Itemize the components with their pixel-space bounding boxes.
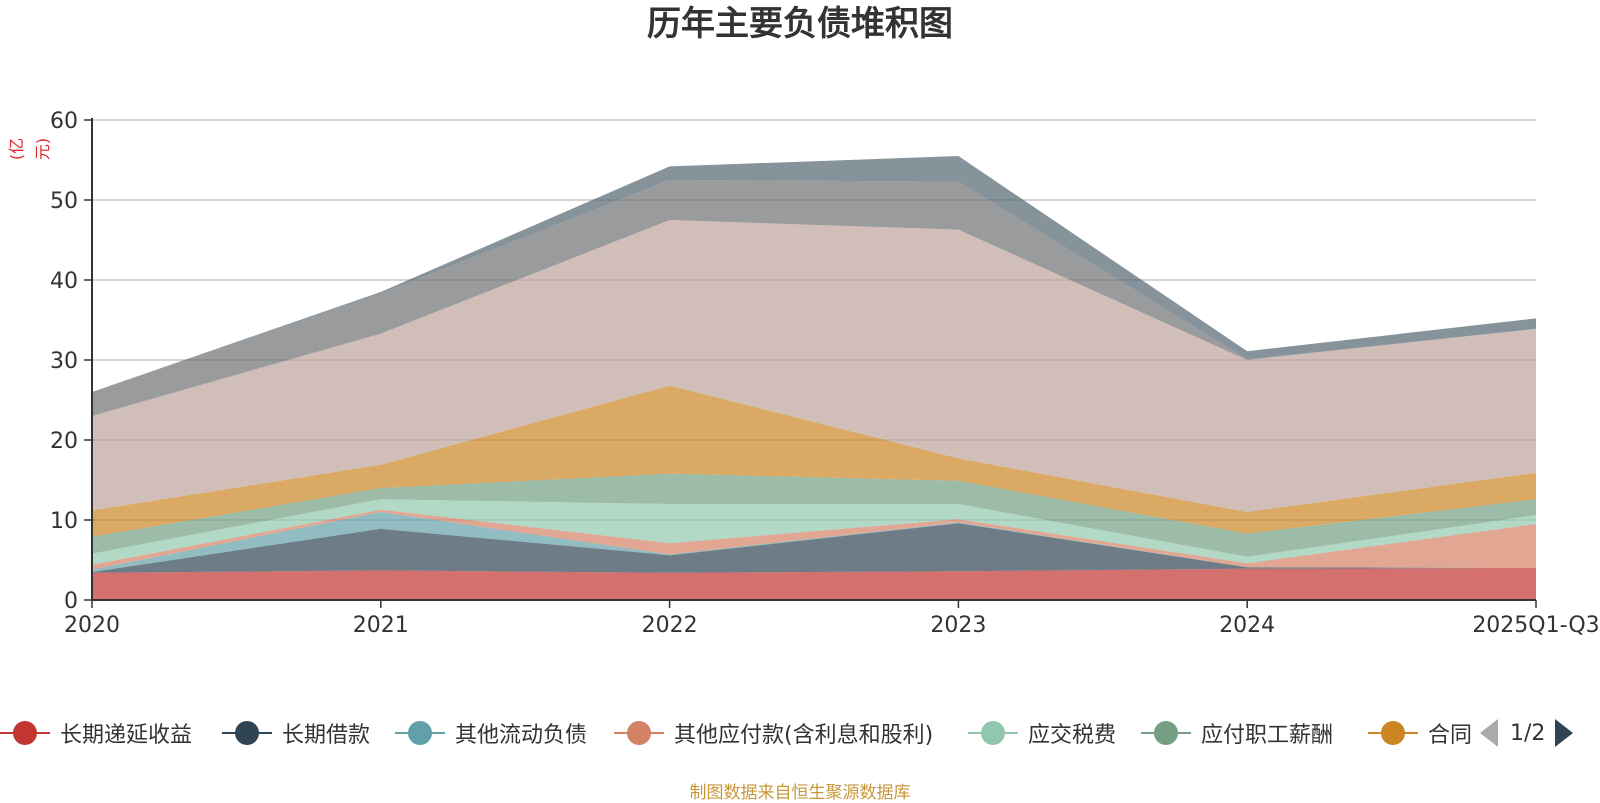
- legend-item-payroll-payable[interactable]: 应付职工薪酬: [1141, 716, 1333, 750]
- legend-item-long-term-loans[interactable]: 长期借款: [222, 716, 370, 750]
- legend-item-other-payables[interactable]: 其他应付款(含利息和股利): [614, 716, 933, 750]
- legend-marker-icon: [222, 716, 272, 750]
- legend-item-other-current-liabilities[interactable]: 其他流动负债: [395, 716, 587, 750]
- axes: 0 10 20 30 40 50 60 2020 2021 2022 2023 2024 2025Q1-…: [50, 109, 1600, 638]
- area-series-0[interactable]: [92, 568, 1536, 600]
- legend-marker-icon: [614, 716, 664, 750]
- area-series-6[interactable]: [92, 385, 1536, 537]
- legend-item-contract-liabilities-clipped[interactable]: 合同负债: [1368, 716, 1472, 750]
- x-tick-label: 2022: [642, 613, 698, 638]
- area-series-2[interactable]: [92, 512, 1536, 572]
- y-tick-label: 30: [50, 349, 78, 374]
- area-series-5[interactable]: [92, 473, 1536, 557]
- legend-label: 其他流动负债: [455, 723, 588, 748]
- legend-next-page-icon[interactable]: [1555, 719, 1574, 747]
- legend-label: 长期递延收益: [60, 723, 193, 748]
- x-tick-label: 2021: [353, 613, 409, 638]
- legend-label: 应付职工薪酬: [1201, 723, 1334, 748]
- legend-label: 合同负债: [1428, 723, 1472, 748]
- legend-marker-icon: [0, 716, 50, 750]
- y-tick-label: 60: [50, 109, 78, 134]
- stacked-area-chart: 0 10 20 30 40 50 60 2020 2021 2022 2023 2024 2025Q1-…: [50, 109, 1600, 638]
- legend-item-long-term-deferred-income[interactable]: 长期递延收益: [0, 716, 192, 750]
- x-tick-label: 2020: [64, 613, 120, 638]
- legend-marker-icon: [395, 716, 445, 750]
- area-series-3[interactable]: [92, 509, 1536, 570]
- area-series-7[interactable]: [92, 220, 1536, 512]
- legend-marker-icon: [1368, 716, 1418, 750]
- area-series-1[interactable]: [92, 523, 1536, 573]
- chart-title: 历年主要负债堆积图: [647, 4, 953, 44]
- legend-label: 应交税费: [1028, 723, 1117, 748]
- x-tick-label: 2024: [1219, 613, 1275, 638]
- legend-marker-icon: [1141, 716, 1191, 750]
- y-tick-label: 10: [50, 509, 78, 534]
- y-tick-label: 40: [50, 269, 78, 294]
- legend-item-taxes-payable[interactable]: 应交税费: [968, 716, 1116, 750]
- legend-prev-page-icon[interactable]: [1480, 719, 1498, 747]
- legend-pager: 1/2: [1480, 716, 1574, 750]
- x-tick-label: 2025Q1-Q3: [1472, 613, 1599, 638]
- area-series-4[interactable]: [92, 499, 1536, 565]
- series-areas: [92, 156, 1536, 600]
- legend-page-indicator: 1/2: [1510, 720, 1546, 746]
- legend-marker-icon: [968, 716, 1018, 750]
- y-tick-label: 0: [64, 589, 78, 614]
- x-tick-label: 2023: [930, 613, 986, 638]
- legend: 长期递延收益 长期借款 其他流动负债 其他应付款(含利息和股利) 应交税费 应付…: [0, 716, 1600, 750]
- data-source-note: 制图数据来自恒生聚源数据库: [689, 783, 911, 803]
- y-tick-label: 20: [50, 429, 78, 454]
- legend-label: 长期借款: [282, 723, 371, 748]
- area-series-8[interactable]: [92, 180, 1536, 416]
- legend-label: 其他应付款(含利息和股利): [674, 723, 934, 748]
- y-tick-label: 50: [50, 189, 78, 214]
